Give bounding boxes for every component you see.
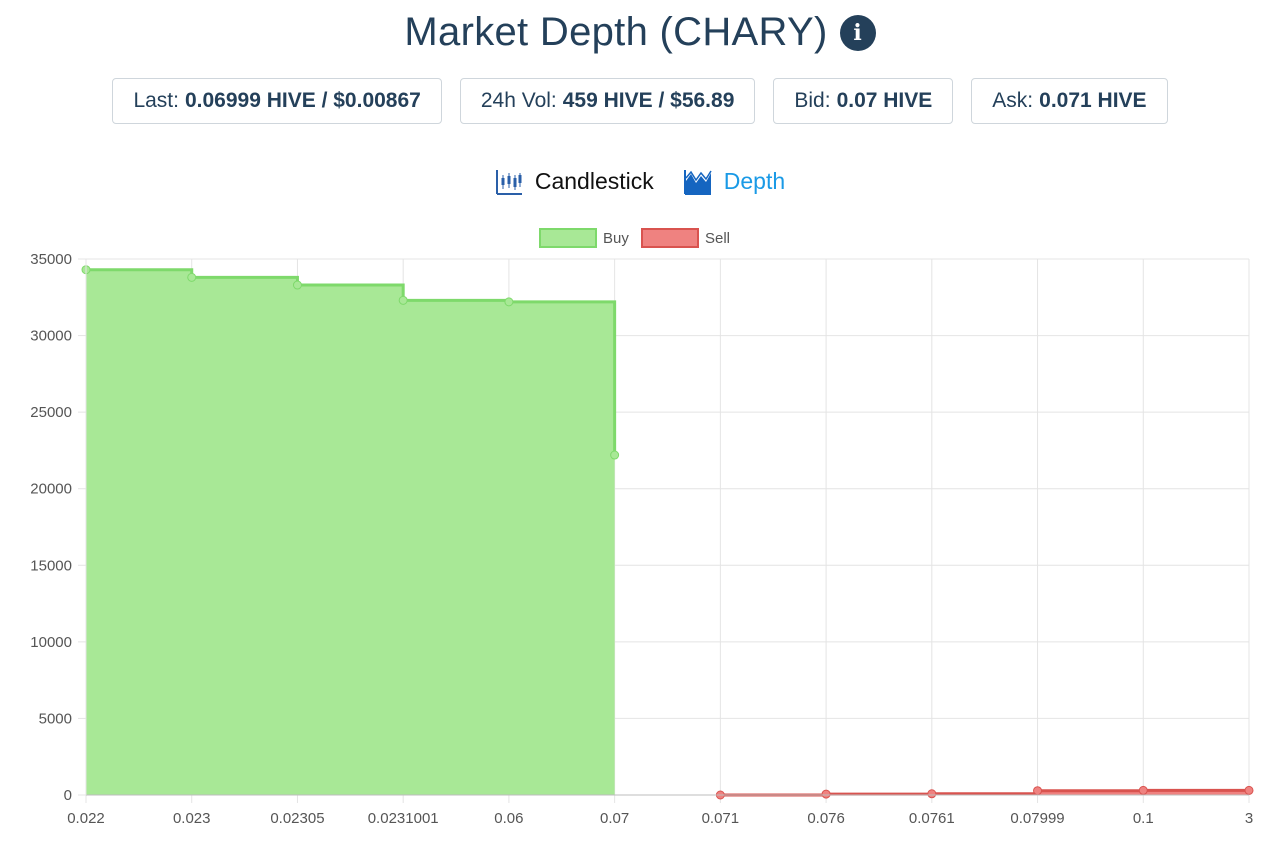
data-point-sell <box>821 789 831 799</box>
y-tick-label: 5000 <box>39 710 72 727</box>
y-tick-label: 15000 <box>30 557 72 574</box>
data-point-buy <box>504 297 514 307</box>
legend-label-buy: Buy <box>603 230 629 247</box>
y-tick-label: 0 <box>64 787 72 804</box>
info-circle-icon[interactable]: i <box>839 15 876 51</box>
data-point-sell <box>1138 785 1148 795</box>
legend-label-sell: Sell <box>705 230 730 247</box>
depth-chart-icon <box>683 169 712 195</box>
x-tick-label: 0.07 <box>600 810 629 827</box>
data-point-sell <box>1033 786 1043 796</box>
stat-last: Last: 0.06999 HIVE / $0.00867 <box>112 78 442 124</box>
data-point-buy <box>292 280 302 290</box>
y-tick-label: 30000 <box>30 328 72 345</box>
legend-swatch-sell <box>641 228 699 248</box>
data-point-sell <box>927 789 937 799</box>
stat-last-label: Last: <box>133 89 179 112</box>
y-tick-label: 20000 <box>30 481 72 498</box>
x-tick-label: 3 <box>1245 810 1253 827</box>
tab-depth-label: Depth <box>723 168 786 194</box>
series-area-buy <box>86 269 615 796</box>
stat-bid: Bid: 0.07 HIVE <box>773 78 954 124</box>
title-row: Market Depth (CHARY) i <box>0 4 1280 60</box>
stat-volume-label: 24h Vol: <box>480 89 557 112</box>
stat-bid-value: 0.07 HIVE <box>836 89 933 112</box>
page-title: Market Depth (CHARY) <box>404 9 828 54</box>
data-point-buy <box>187 272 197 282</box>
tab-candlestick[interactable]: Candlestick <box>495 168 654 195</box>
x-tick-label: 0.1 <box>1133 810 1154 827</box>
x-tick-label: 0.0231001 <box>368 810 439 827</box>
tab-depth[interactable]: Depth <box>683 168 786 195</box>
tab-candlestick-label: Candlestick <box>534 168 654 194</box>
stat-volume: 24h Vol: 459 HIVE / $56.89 <box>459 78 756 124</box>
stat-ask: Ask: 0.071 HIVE <box>971 78 1168 124</box>
stat-bid-label: Bid: <box>794 89 831 112</box>
stat-ask-value: 0.071 HIVE <box>1039 89 1147 112</box>
legend-swatch-buy <box>539 228 597 248</box>
candlestick-icon <box>495 169 522 195</box>
x-tick-label: 0.07999 <box>1010 810 1064 827</box>
data-point-sell <box>1244 785 1254 795</box>
x-tick-label: 0.02305 <box>270 810 324 827</box>
stat-last-value: 0.06999 HIVE / $0.00867 <box>184 89 421 112</box>
x-tick-label: 0.0761 <box>909 810 955 827</box>
y-tick-label: 25000 <box>30 404 72 421</box>
x-tick-label: 0.06 <box>494 810 523 827</box>
x-tick-label: 0.023 <box>173 810 211 827</box>
y-tick-label: 35000 <box>30 251 72 268</box>
chart-tabs: Candlestick Depth <box>0 168 1280 195</box>
depth-chart: 0 5000 10000 15000 20000 25000 30000 35000 0.022… <box>30 228 1254 827</box>
x-tick-label: 0.076 <box>807 810 845 827</box>
stat-volume-value: 459 HIVE / $56.89 <box>562 89 735 112</box>
stat-ask-label: Ask: <box>992 89 1034 112</box>
data-point-buy <box>398 295 408 305</box>
x-tick-label: 0.071 <box>702 810 740 827</box>
data-point-buy <box>610 450 620 460</box>
market-stats: Last: 0.06999 HIVE / $0.00867 24h Vol: 4… <box>0 78 1280 124</box>
y-tick-label: 10000 <box>30 634 72 651</box>
x-tick-label: 0.022 <box>67 810 105 827</box>
